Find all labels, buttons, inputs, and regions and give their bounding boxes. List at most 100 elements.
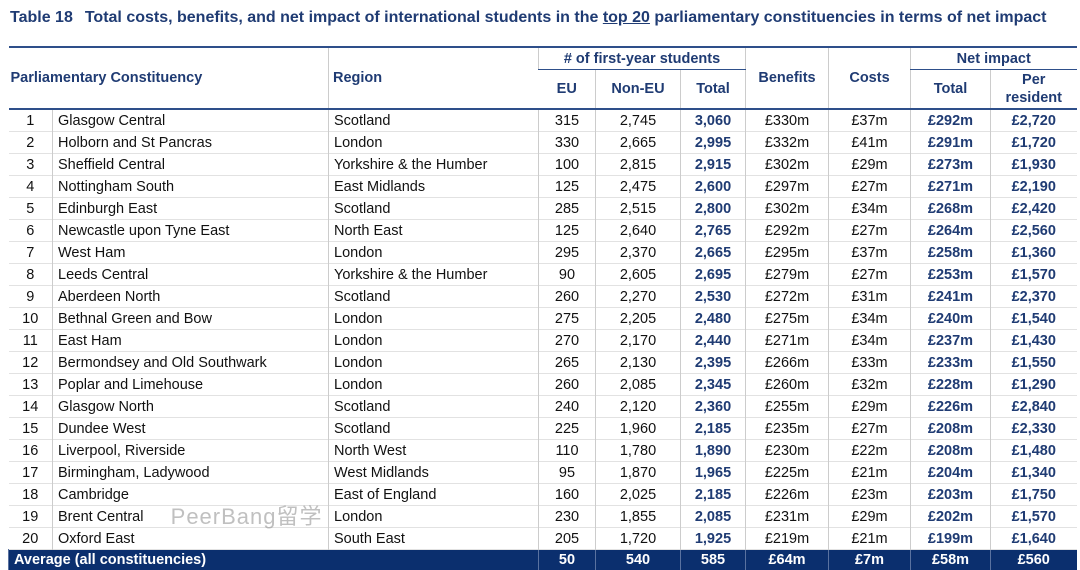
- cell-costs: £22m: [829, 440, 911, 462]
- cell-net-total: £208m: [911, 418, 991, 440]
- cell-benefits: £266m: [746, 352, 829, 374]
- cell-benefits: £279m: [746, 264, 829, 286]
- cell-costs: £27m: [829, 418, 911, 440]
- cell-costs: £23m: [829, 484, 911, 506]
- cell-non-eu: 2,640: [596, 220, 681, 242]
- cell-rank: 8: [9, 264, 53, 286]
- header-costs: Costs: [829, 47, 911, 109]
- cell-total: 2,800: [681, 198, 746, 220]
- title-link[interactable]: top 20: [603, 9, 650, 26]
- cell-constituency: Liverpool, Riverside: [53, 440, 329, 462]
- cell-per-resident: £1,930: [991, 154, 1077, 176]
- cell-benefits: £302m: [746, 198, 829, 220]
- cell-net-total: £292m: [911, 109, 991, 132]
- header-students-group: # of first-year students: [539, 47, 746, 70]
- cell-rank: 3: [9, 154, 53, 176]
- cell-eu: 330: [539, 132, 596, 154]
- cell-constituency: Poplar and Limehouse: [53, 374, 329, 396]
- cell-region: London: [329, 374, 539, 396]
- cell-total: 2,440: [681, 330, 746, 352]
- cell-non-eu: 2,025: [596, 484, 681, 506]
- cell-non-eu: 2,475: [596, 176, 681, 198]
- cell-region: Yorkshire & the Humber: [329, 264, 539, 286]
- cell-rank: 4: [9, 176, 53, 198]
- cell-rank: 9: [9, 286, 53, 308]
- cell-eu: 125: [539, 176, 596, 198]
- cell-rank: 15: [9, 418, 53, 440]
- cell-net-total: £241m: [911, 286, 991, 308]
- cell-costs: £33m: [829, 352, 911, 374]
- cell-per-resident: £1,340: [991, 462, 1077, 484]
- cell-non-eu: 2,665: [596, 132, 681, 154]
- cell-costs: £34m: [829, 330, 911, 352]
- cell-rank: 7: [9, 242, 53, 264]
- cell-non-eu: 2,745: [596, 109, 681, 132]
- cell-non-eu: 1,960: [596, 418, 681, 440]
- cell-constituency: Bermondsey and Old Southwark: [53, 352, 329, 374]
- cell-rank: 16: [9, 440, 53, 462]
- cell-region: Scotland: [329, 396, 539, 418]
- cell-rank: 13: [9, 374, 53, 396]
- cell-benefits: £292m: [746, 220, 829, 242]
- cell-benefits: £330m: [746, 109, 829, 132]
- cell-rank: 2: [9, 132, 53, 154]
- cell-per-resident: £1,570: [991, 264, 1077, 286]
- cell-costs: £41m: [829, 132, 911, 154]
- header-eu: EU: [539, 70, 596, 110]
- cell-eu: 260: [539, 286, 596, 308]
- cell-per-resident: £2,420: [991, 198, 1077, 220]
- header-net-group: Net impact: [911, 47, 1077, 70]
- cell-constituency: Dundee West: [53, 418, 329, 440]
- cell-costs: £34m: [829, 308, 911, 330]
- cell-total: 2,600: [681, 176, 746, 198]
- cell-constituency: Oxford East: [53, 528, 329, 550]
- cell-non-eu: 2,170: [596, 330, 681, 352]
- cell-benefits: £231m: [746, 506, 829, 528]
- cell-per-resident: £2,840: [991, 396, 1077, 418]
- cell-benefits: £230m: [746, 440, 829, 462]
- cell-total: 1,890: [681, 440, 746, 462]
- cell-costs: £29m: [829, 506, 911, 528]
- cell-costs: £29m: [829, 154, 911, 176]
- cell-eu: 270: [539, 330, 596, 352]
- cell-net-total: £253m: [911, 264, 991, 286]
- cell-costs: £21m: [829, 462, 911, 484]
- cell-region: South East: [329, 528, 539, 550]
- cell-rank: 12: [9, 352, 53, 374]
- cell-total: 2,530: [681, 286, 746, 308]
- cell-rank: 17: [9, 462, 53, 484]
- cell-net-total: £268m: [911, 198, 991, 220]
- cell-net-total: £204m: [911, 462, 991, 484]
- cell-costs: £37m: [829, 242, 911, 264]
- cell-non-eu: 2,120: [596, 396, 681, 418]
- cell-net-total: £237m: [911, 330, 991, 352]
- cell-net-total: £240m: [911, 308, 991, 330]
- cell-region: Scotland: [329, 286, 539, 308]
- cell-eu: 275: [539, 308, 596, 330]
- cell-total: 2,395: [681, 352, 746, 374]
- cell-per-resident: £2,560: [991, 220, 1077, 242]
- cell-constituency: Nottingham South: [53, 176, 329, 198]
- cell-constituency: Newcastle upon Tyne East: [53, 220, 329, 242]
- cell-region: East of England: [329, 484, 539, 506]
- cell-net-total: £258m: [911, 242, 991, 264]
- cell-benefits: £271m: [746, 330, 829, 352]
- cell-net-total: £226m: [911, 396, 991, 418]
- cell-non-eu: 2,815: [596, 154, 681, 176]
- header-region: Region: [329, 47, 539, 109]
- cell-non-eu: 2,085: [596, 374, 681, 396]
- cell-costs: £27m: [829, 176, 911, 198]
- cell-region: Scotland: [329, 109, 539, 132]
- cell-rank: 19: [9, 506, 53, 528]
- cell-rank: 14: [9, 396, 53, 418]
- cell-non-eu: 1,780: [596, 440, 681, 462]
- cell-per-resident: £2,720: [991, 109, 1077, 132]
